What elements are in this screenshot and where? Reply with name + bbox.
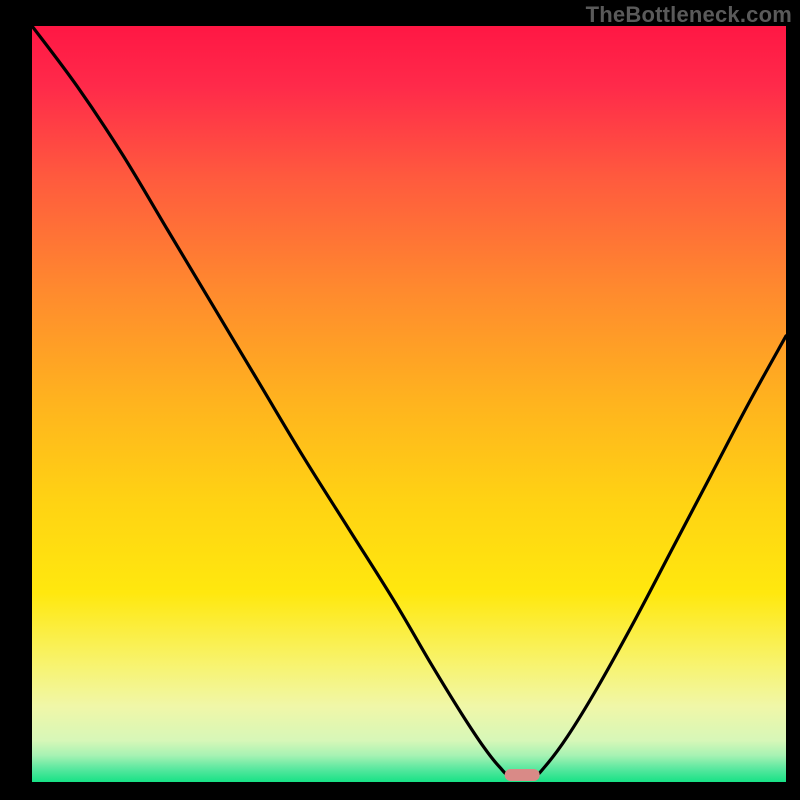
plot-area: [32, 26, 786, 782]
bottleneck-curve: [32, 26, 786, 782]
chart-container: TheBottleneck.com: [0, 0, 800, 800]
optimum-marker: [505, 769, 540, 781]
watermark-text: TheBottleneck.com: [586, 2, 792, 28]
